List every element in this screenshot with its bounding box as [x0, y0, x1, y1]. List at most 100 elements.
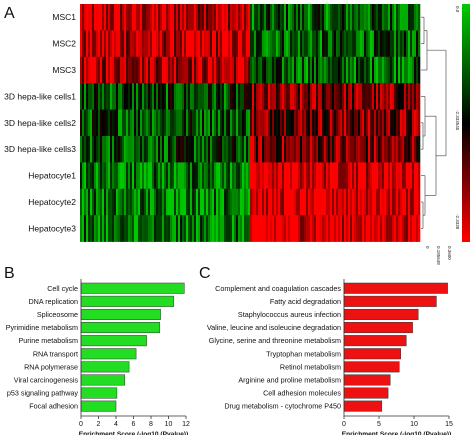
heatmap-cell [398, 4, 401, 31]
heatmap-cell [188, 188, 191, 216]
heatmap-cell [180, 56, 183, 84]
heatmap-cell [156, 162, 159, 190]
heatmap-cell [334, 30, 337, 58]
heatmap-cell [394, 4, 397, 31]
heatmap-cell [82, 30, 85, 58]
heatmap-cell [306, 109, 309, 137]
heatmap-cell [90, 83, 93, 110]
heatmap-cell [82, 162, 85, 190]
heatmap-cell [112, 109, 115, 137]
heatmap-cell [316, 4, 319, 31]
bar-category-label: p53 signaling pathway [7, 389, 79, 398]
heatmap-cell [220, 215, 223, 242]
heatmap-cell [200, 215, 203, 242]
heatmap-cell [410, 109, 413, 137]
heatmap-cell [156, 4, 159, 31]
heatmap-cell [146, 136, 149, 163]
heatmap-cell [146, 162, 149, 190]
heatmap-cell [256, 215, 259, 242]
heatmap-cell [242, 136, 245, 163]
heatmap-cell [184, 56, 187, 84]
heatmap-cell [148, 215, 151, 242]
heatmap-cell [292, 83, 295, 110]
heatmap-cell [108, 188, 111, 216]
heatmap-cell [332, 162, 335, 190]
heatmap-cell [294, 56, 297, 84]
heatmap-cell [416, 136, 419, 163]
heatmap-cell [198, 215, 201, 242]
heatmap-cell [378, 188, 381, 216]
heatmap-cell [376, 4, 379, 31]
heatmap-cell [130, 215, 133, 242]
heatmap-cell [282, 4, 285, 31]
heatmap-cell [380, 109, 383, 137]
heatmap-cell [218, 83, 221, 110]
heatmap-cell [308, 136, 311, 163]
heatmap-cell [124, 188, 127, 216]
heatmap-cell [270, 56, 273, 84]
heatmap-cell [276, 162, 279, 190]
heatmap-cell [344, 83, 347, 110]
heatmap-cell [214, 83, 217, 110]
heatmap-cell [170, 215, 173, 242]
heatmap-cell [310, 109, 313, 137]
heatmap-cell [176, 30, 179, 58]
heatmap-cell [182, 215, 185, 242]
heatmap-cell [418, 56, 421, 84]
heatmap-cell [92, 30, 95, 58]
heatmap-cell [228, 109, 231, 137]
heatmap-cell [378, 162, 381, 190]
heatmap-cell [144, 83, 147, 110]
heatmap-row-label: MSC3 [52, 65, 76, 75]
heatmap-cell [260, 83, 263, 110]
heatmap-cell [288, 30, 291, 58]
heatmap-cell [292, 4, 295, 31]
heatmap-cell [250, 4, 253, 31]
heatmap-cell [106, 136, 109, 163]
heatmap-cell [158, 215, 161, 242]
heatmap-cell [164, 215, 167, 242]
heatmap-cell [90, 162, 93, 190]
heatmap-cell [212, 162, 215, 190]
heatmap-cell [118, 162, 121, 190]
heatmap-cell [392, 136, 395, 163]
heatmap-cell [158, 136, 161, 163]
heatmap-cell [344, 30, 347, 58]
heatmap-cell [372, 56, 375, 84]
heatmap-cell [368, 162, 371, 190]
heatmap-cell [134, 30, 137, 58]
heatmap-cell [326, 56, 329, 84]
heatmap-cell [232, 56, 235, 84]
x-tick-label: 4 [114, 421, 118, 428]
heatmap-cell [248, 56, 251, 84]
heatmap-cell [352, 188, 355, 216]
heatmap-cell [384, 215, 387, 242]
heatmap-cell [334, 56, 337, 84]
heatmap-cell [84, 188, 87, 216]
heatmap-cell [116, 30, 119, 58]
heatmap-cell [266, 136, 269, 163]
heatmap-cell [372, 215, 375, 242]
heatmap-cell [362, 56, 365, 84]
heatmap-cell [382, 215, 385, 242]
heatmap-cell [370, 109, 373, 137]
heatmap-cell [168, 188, 171, 216]
heatmap-cell [402, 162, 405, 190]
x-tick-label: 12 [182, 421, 190, 428]
heatmap-cell [116, 136, 119, 163]
bar [80, 308, 161, 320]
heatmap-cell [326, 109, 329, 137]
heatmap-cell [216, 136, 219, 163]
heatmap-cell [316, 215, 319, 242]
heatmap-cell [262, 109, 265, 137]
heatmap-cell [214, 136, 217, 163]
heatmap-cell [292, 30, 295, 58]
heatmap-cell [220, 56, 223, 84]
heatmap-cell [90, 56, 93, 84]
heatmap-cell [110, 188, 113, 216]
heatmap-cell [148, 109, 151, 137]
heatmap-cell [190, 188, 193, 216]
heatmap-cell [296, 188, 299, 216]
heatmap-cell [234, 30, 237, 58]
bar-category-label: Spliceosome [37, 310, 78, 319]
